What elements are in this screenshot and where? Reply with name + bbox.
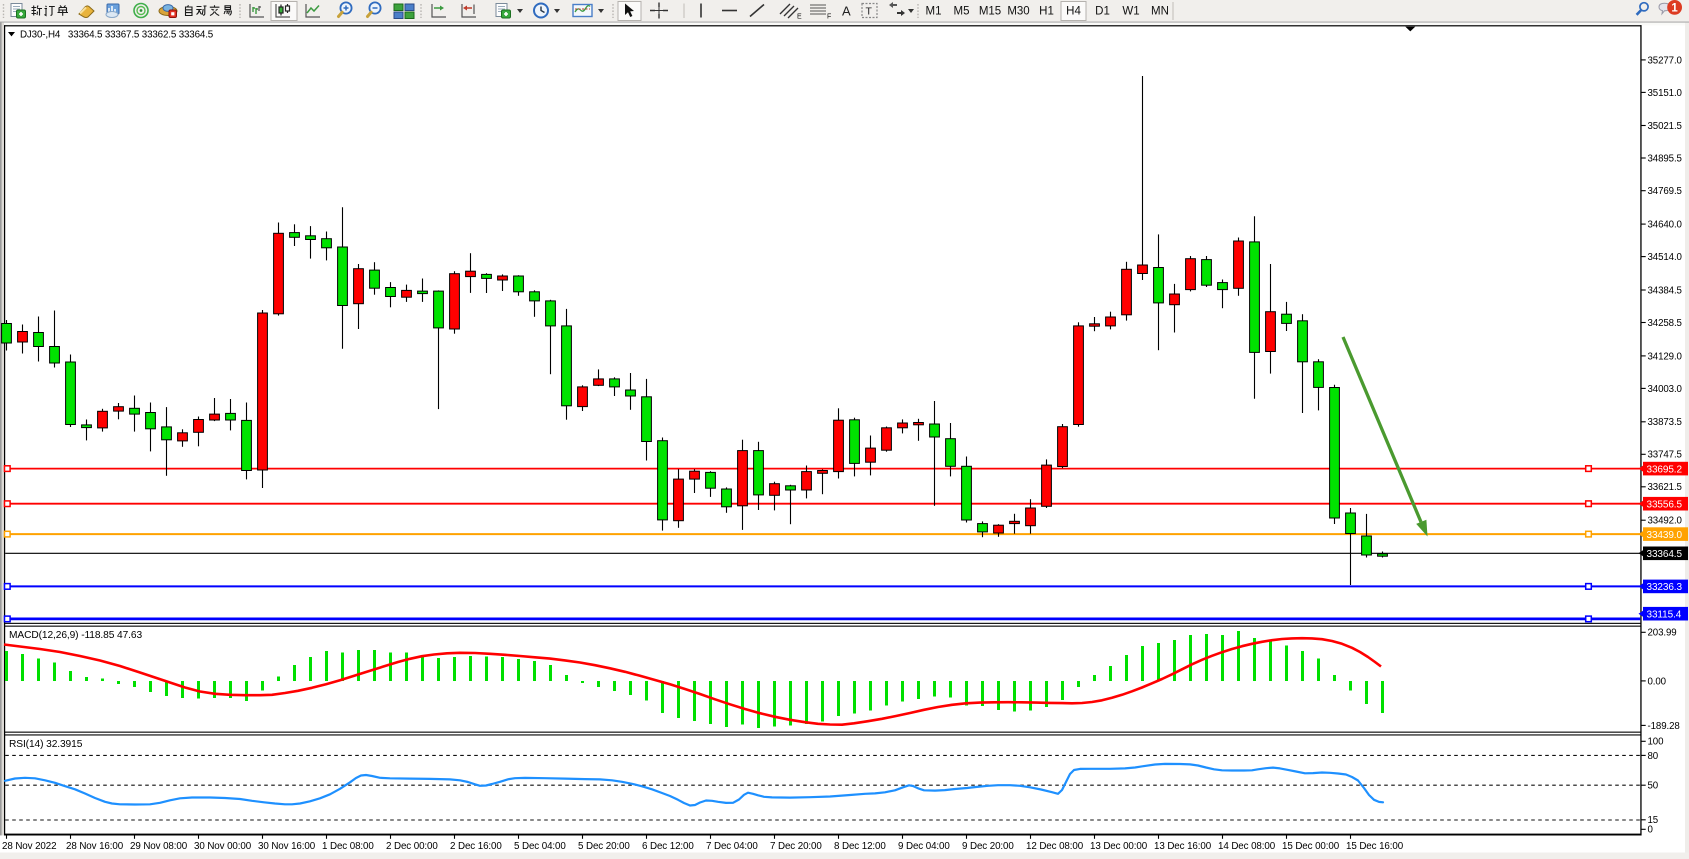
svg-text:1: 1 <box>1671 3 1678 15</box>
svg-text:T: T <box>866 6 873 18</box>
svg-text:33556.5: 33556.5 <box>1647 499 1683 510</box>
svg-text:33364.5: 33364.5 <box>1647 549 1683 560</box>
svg-text:5 Dec 04:00: 5 Dec 04:00 <box>514 841 566 852</box>
svg-text:29 Nov 08:00: 29 Nov 08:00 <box>130 841 188 852</box>
svg-text:35151.0: 35151.0 <box>1648 88 1683 99</box>
svg-text:80: 80 <box>1648 751 1659 762</box>
svg-text:13 Dec 00:00: 13 Dec 00:00 <box>1090 841 1148 852</box>
svg-text:15: 15 <box>1648 815 1659 826</box>
svg-text:33492.0: 33492.0 <box>1648 516 1683 527</box>
svg-text:33873.5: 33873.5 <box>1648 417 1682 428</box>
svg-text:H1: H1 <box>1039 6 1054 18</box>
svg-text:2 Dec 16:00: 2 Dec 16:00 <box>450 841 502 852</box>
svg-text:33236.3: 33236.3 <box>1647 582 1683 593</box>
svg-text:5 Dec 20:00: 5 Dec 20:00 <box>578 841 630 852</box>
svg-text:D1: D1 <box>1095 6 1110 18</box>
svg-text:33115.4: 33115.4 <box>1647 609 1682 620</box>
svg-text:A: A <box>842 4 851 19</box>
svg-text:33439.0: 33439.0 <box>1647 530 1683 541</box>
svg-text:34895.5: 34895.5 <box>1648 153 1682 164</box>
svg-text:14 Dec 08:00: 14 Dec 08:00 <box>1218 841 1276 852</box>
svg-text:33747.5: 33747.5 <box>1648 450 1682 461</box>
svg-text:8 Dec 12:00: 8 Dec 12:00 <box>834 841 886 852</box>
svg-text:M1: M1 <box>926 6 942 18</box>
svg-text:E: E <box>797 14 802 21</box>
svg-text:MACD(12,26,9) -118.85 47.63: MACD(12,26,9) -118.85 47.63 <box>9 630 142 641</box>
svg-text:15 Dec 00:00: 15 Dec 00:00 <box>1282 841 1340 852</box>
svg-text:33621.5: 33621.5 <box>1648 482 1682 493</box>
svg-text:6 Dec 12:00: 6 Dec 12:00 <box>642 841 694 852</box>
svg-text:35277.0: 35277.0 <box>1648 55 1683 66</box>
svg-text:9 Dec 20:00: 9 Dec 20:00 <box>962 841 1014 852</box>
svg-text:M5: M5 <box>954 6 970 18</box>
svg-text:0.00: 0.00 <box>1648 676 1667 687</box>
svg-text:0: 0 <box>1648 825 1654 836</box>
svg-text:DJ30-,H4 33364.5 33367.5 333: DJ30-,H4 33364.5 33367.5 33362.5 33364.5 <box>20 29 214 40</box>
svg-text:RSI(14) 32.3915: RSI(14) 32.3915 <box>9 739 83 750</box>
svg-text:7 Dec 20:00: 7 Dec 20:00 <box>770 841 822 852</box>
svg-text:30 Nov 00:00: 30 Nov 00:00 <box>194 841 252 852</box>
svg-text:15 Dec 16:00: 15 Dec 16:00 <box>1346 841 1404 852</box>
svg-text:203.99: 203.99 <box>1648 628 1677 639</box>
svg-text:F: F <box>827 14 831 21</box>
svg-text:34514.0: 34514.0 <box>1648 252 1683 263</box>
svg-text:28 Nov 16:00: 28 Nov 16:00 <box>66 841 124 852</box>
svg-text:100: 100 <box>1648 737 1665 748</box>
svg-text:M30: M30 <box>1007 6 1029 18</box>
svg-text:33695.2: 33695.2 <box>1647 464 1683 475</box>
svg-text:9 Dec 04:00: 9 Dec 04:00 <box>898 841 950 852</box>
svg-text:2 Dec 00:00: 2 Dec 00:00 <box>386 841 438 852</box>
svg-text:MN: MN <box>1151 6 1169 18</box>
svg-text:35021.5: 35021.5 <box>1648 121 1682 132</box>
svg-text:34258.5: 34258.5 <box>1648 318 1682 329</box>
svg-text:30 Nov 16:00: 30 Nov 16:00 <box>258 841 316 852</box>
svg-text:-189.28: -189.28 <box>1648 721 1680 732</box>
svg-text:W1: W1 <box>1122 6 1139 18</box>
svg-text:34129.0: 34129.0 <box>1648 351 1683 362</box>
svg-text:34640.0: 34640.0 <box>1648 220 1683 231</box>
svg-text:50: 50 <box>1648 781 1659 792</box>
svg-text:34003.0: 34003.0 <box>1648 384 1683 395</box>
svg-text:34769.5: 34769.5 <box>1648 186 1682 197</box>
svg-text:34384.5: 34384.5 <box>1648 285 1682 296</box>
svg-text:H4: H4 <box>1066 6 1081 18</box>
svg-text:12 Dec 08:00: 12 Dec 08:00 <box>1026 841 1084 852</box>
svg-text:7 Dec 04:00: 7 Dec 04:00 <box>706 841 758 852</box>
svg-text:28 Nov 2022: 28 Nov 2022 <box>2 841 56 852</box>
svg-text:13 Dec 16:00: 13 Dec 16:00 <box>1154 841 1212 852</box>
svg-text:1 Dec 08:00: 1 Dec 08:00 <box>322 841 374 852</box>
svg-text:M15: M15 <box>979 6 1001 18</box>
